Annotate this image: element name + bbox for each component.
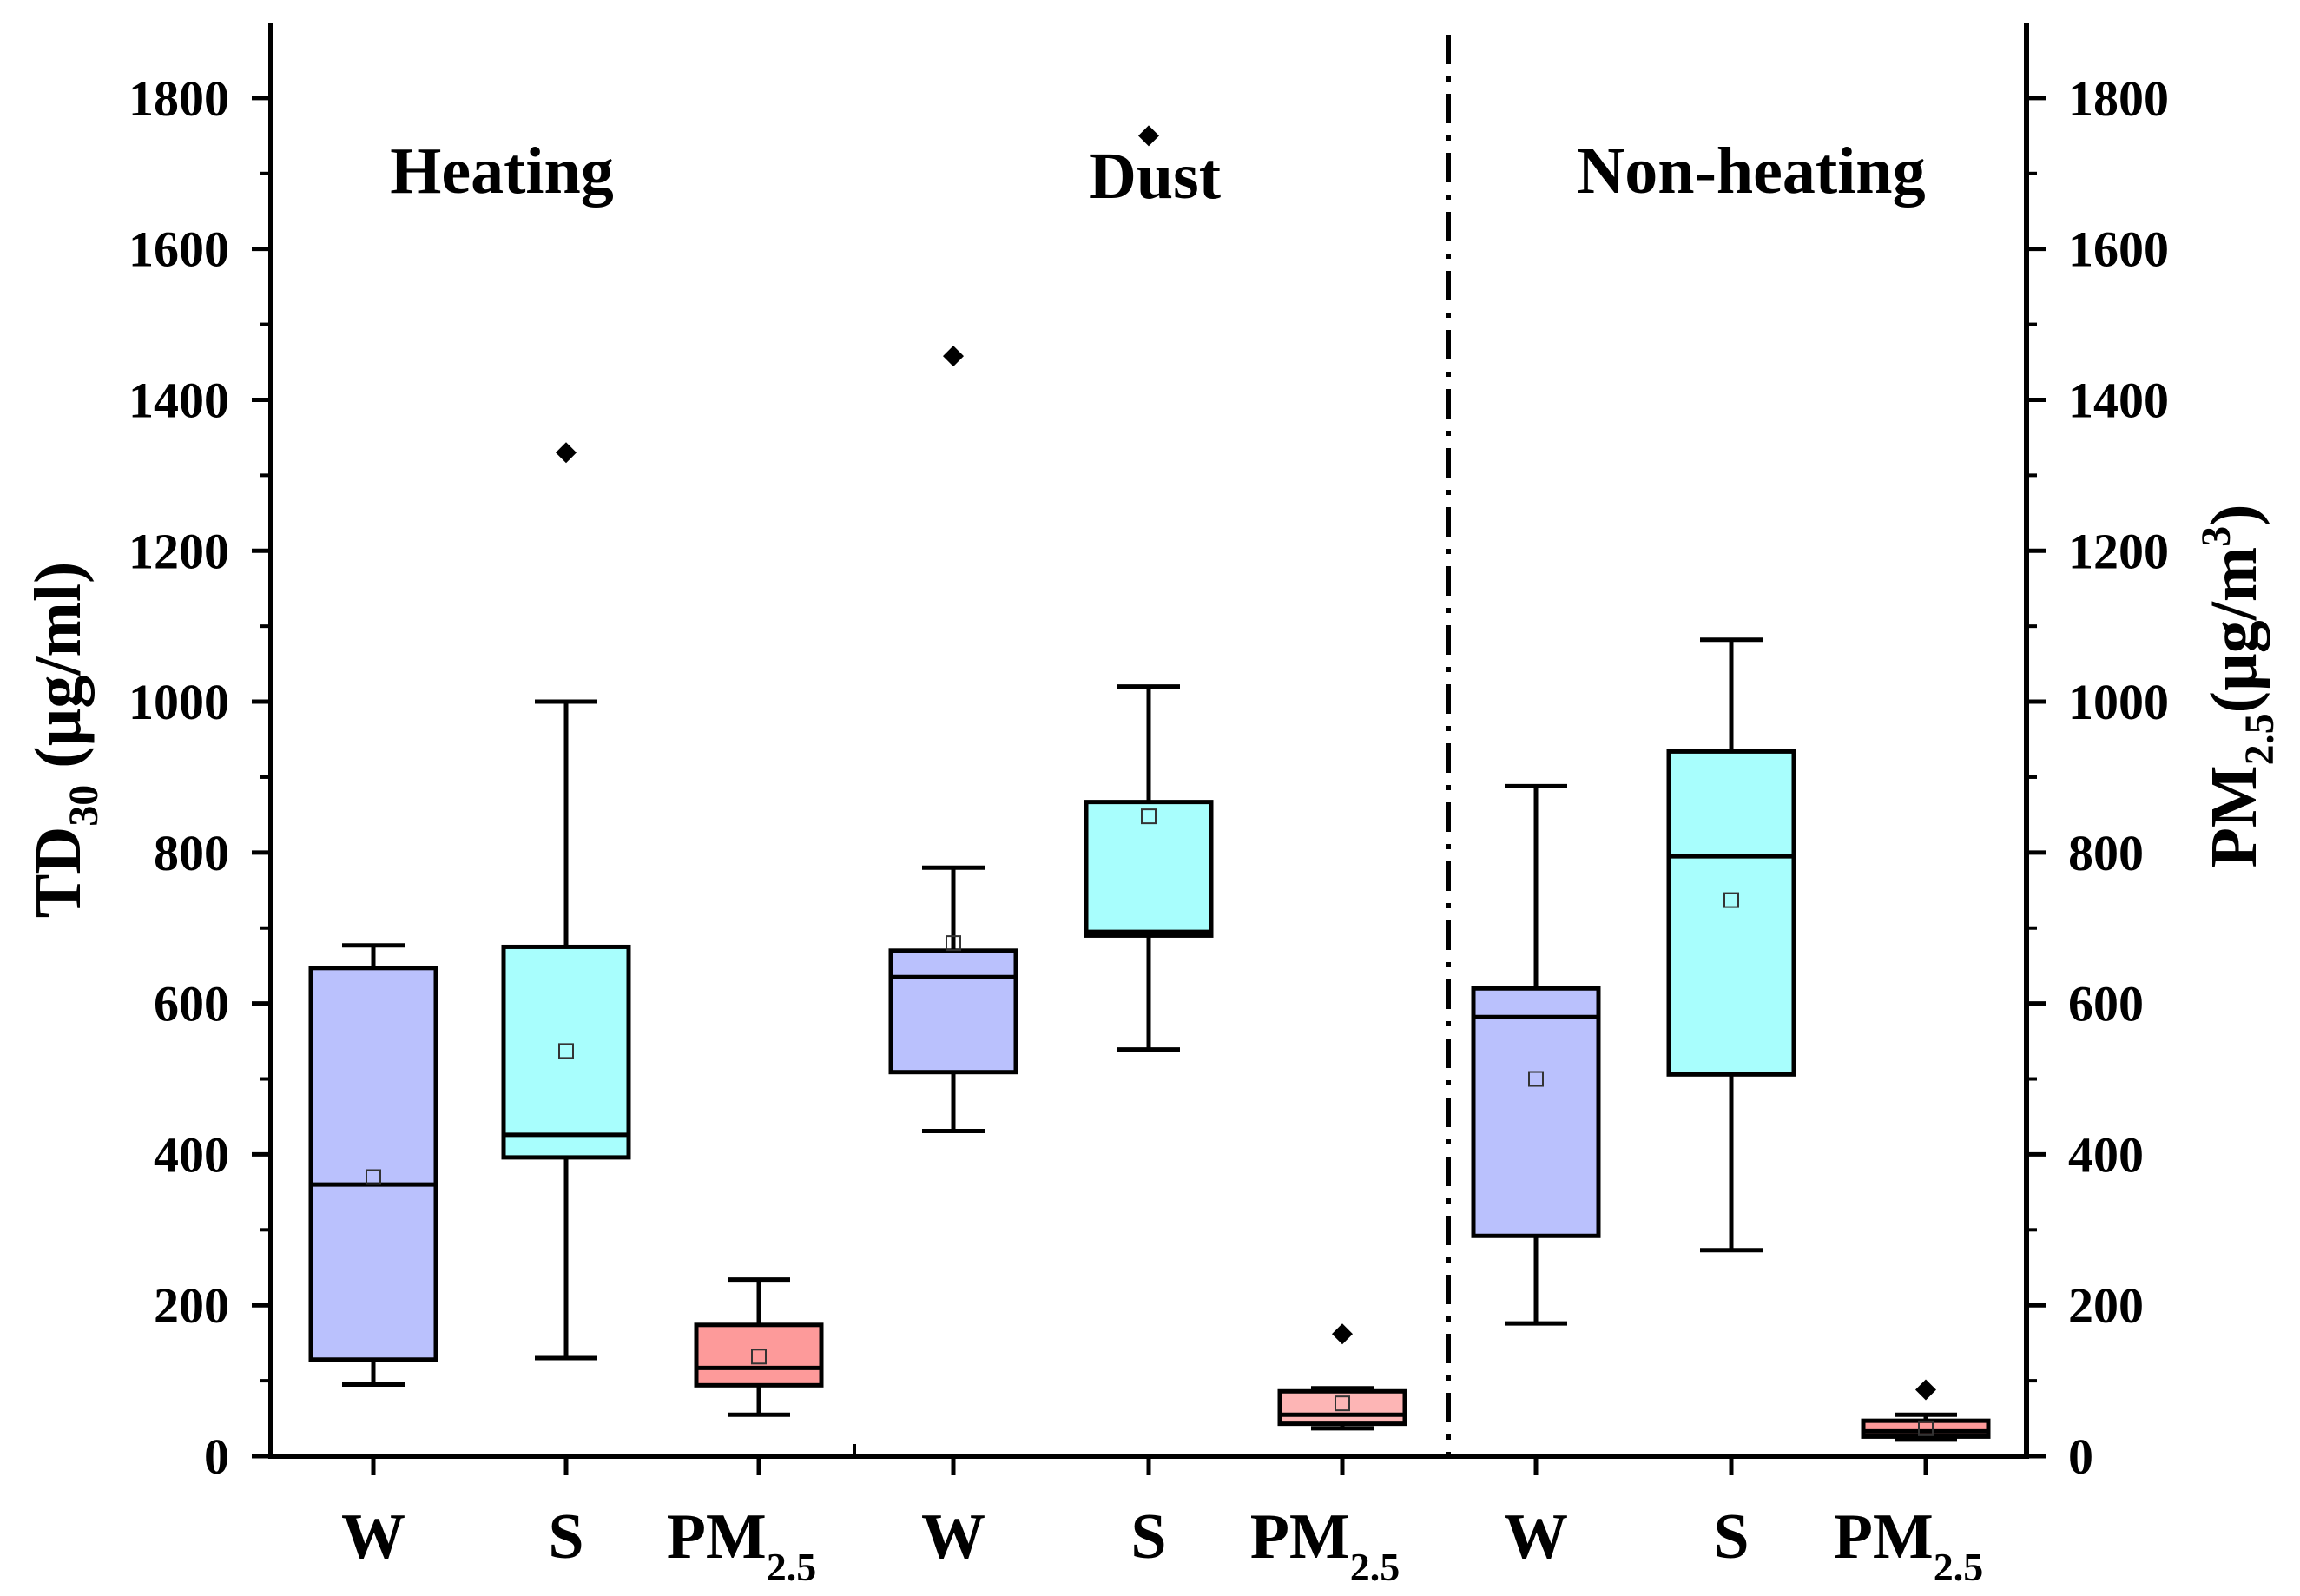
x-category-label: PM2.5	[1250, 1501, 1400, 1589]
box-6	[1277, 1323, 1407, 1431]
x-category-subscript: 2.5	[767, 1545, 817, 1589]
axis-title-main: TD	[22, 827, 95, 919]
x-category-label: PM2.5	[667, 1501, 817, 1589]
mean-marker	[1141, 808, 1157, 825]
x-category-label: W	[1504, 1501, 1568, 1573]
iqr-box	[888, 948, 1018, 1075]
outlier-point	[1332, 1323, 1353, 1345]
x-category-subscript: 2.5	[1350, 1545, 1400, 1589]
outlier-point	[556, 442, 577, 464]
right-axis-title: PM2.5(µg/m3)	[2193, 505, 2283, 868]
outlier-point	[1915, 1379, 1936, 1401]
x-category-label: PM2.5	[1834, 1501, 1984, 1589]
outlier-point	[943, 346, 964, 367]
group-label-2: Dust	[1089, 140, 1221, 213]
iqr-box	[1666, 749, 1796, 1077]
x-category-label: S	[1713, 1501, 1749, 1573]
left-tick-label: 200	[154, 1277, 229, 1334]
mean-marker	[1528, 1071, 1544, 1087]
left-tick-label: 1400	[129, 372, 229, 428]
iqr-box	[1861, 1418, 1991, 1439]
left-tick-label: 1600	[129, 221, 229, 278]
axis-title-sub: 2.5	[2237, 713, 2283, 765]
left-tick-label: 1800	[129, 70, 229, 127]
mean-marker	[558, 1043, 574, 1059]
x-category-label: S	[548, 1501, 583, 1573]
x-category-label: W	[921, 1501, 985, 1573]
mean-marker	[751, 1349, 767, 1365]
axis-title-mid: (µg/m	[2198, 547, 2270, 714]
box-2	[501, 442, 631, 1361]
box-series	[308, 125, 1991, 1442]
left-tick-label: 800	[154, 825, 229, 881]
right-tick-label: 1600	[2068, 221, 2169, 278]
left-tick-label: 600	[154, 976, 229, 1032]
outlier-point	[1138, 125, 1159, 147]
mean-marker	[1723, 892, 1739, 908]
left-tick-label: 1200	[129, 523, 229, 579]
box-8	[1666, 637, 1796, 1253]
x-category-subscript: 2.5	[1934, 1545, 1984, 1589]
right-tick-label: 600	[2068, 976, 2144, 1032]
iqr-box	[1084, 800, 1214, 938]
iqr-box	[308, 966, 438, 1362]
left-tick-label: 400	[154, 1126, 229, 1183]
group-label-3: Non-heating	[1577, 135, 1925, 208]
x-category-label: S	[1130, 1501, 1166, 1573]
axis-ticks: 0 0 200 200 400 400 600 600 800 800 1000 1000 1200 12…	[129, 70, 2169, 1485]
axis-title-main: PM	[2198, 765, 2270, 867]
x-category-main: PM	[1834, 1501, 1934, 1573]
x-category-main: PM	[667, 1501, 767, 1573]
x-category-main: PM	[1250, 1501, 1350, 1573]
right-tick-label: 1200	[2068, 523, 2169, 579]
iqr-box	[501, 944, 631, 1160]
left-axis-title: TD30 (µg/ml)	[22, 562, 107, 919]
group-label-1: Heating	[390, 135, 614, 208]
axis-title-sub: 30	[61, 785, 107, 827]
box-4	[888, 346, 1018, 1133]
mean-marker	[946, 935, 961, 952]
right-tick-label: 0	[2068, 1428, 2093, 1485]
axis-title-sup: 3	[2193, 526, 2239, 547]
box-5	[1084, 125, 1214, 1052]
right-tick-label: 1400	[2068, 372, 2169, 428]
x-category-label: W	[341, 1501, 405, 1573]
box-1	[308, 943, 438, 1387]
left-tick-label: 1000	[129, 674, 229, 730]
right-tick-label: 1800	[2068, 70, 2169, 127]
right-tick-label: 800	[2068, 825, 2144, 881]
mean-marker	[366, 1169, 381, 1185]
mean-marker	[1335, 1395, 1350, 1412]
right-tick-label: 200	[2068, 1277, 2144, 1334]
box-9	[1861, 1379, 1991, 1442]
mean-marker	[1918, 1420, 1934, 1436]
right-tick-label: 1000	[2068, 674, 2169, 730]
box-3	[694, 1277, 824, 1417]
axis-title-end: )	[2198, 505, 2270, 526]
iqr-box	[694, 1322, 824, 1388]
left-tick-label: 0	[204, 1428, 229, 1485]
right-tick-label: 400	[2068, 1126, 2144, 1183]
iqr-box	[1471, 986, 1601, 1238]
axis-title-rest: (µg/ml)	[22, 562, 95, 785]
box-7	[1471, 783, 1601, 1326]
